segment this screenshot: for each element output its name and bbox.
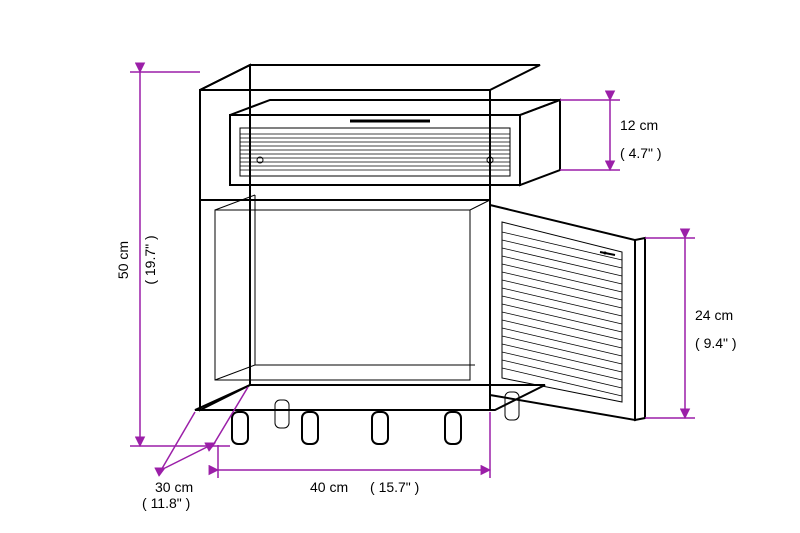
svg-text:( 19.7" ): ( 19.7" ) xyxy=(142,235,158,284)
svg-text:( 9.4" ): ( 9.4" ) xyxy=(695,335,737,351)
height-in-label: 19.7" xyxy=(142,244,158,276)
svg-text:( 15.7" ): ( 15.7" ) xyxy=(370,479,419,495)
width-in-label: 15.7" xyxy=(379,479,411,495)
depth-cm-label: 30 cm xyxy=(155,479,193,495)
door-cm-label: 24 cm xyxy=(695,307,733,323)
dimension-diagram: 50 cm ( 19.7" ) 30 cm ( 11.8" ) 40 cm ( … xyxy=(0,0,800,533)
door xyxy=(490,205,635,420)
svg-text:( 11.8" ): ( 11.8" ) xyxy=(142,495,190,511)
door-in-label: 9.4" xyxy=(704,335,728,351)
width-cm-label: 40 cm xyxy=(310,479,348,495)
drawer-cm-label: 12 cm xyxy=(620,117,658,133)
height-cm-label: 50 cm xyxy=(115,241,131,279)
drawer-in-label: 4.7" xyxy=(629,145,653,161)
depth-in-label: 11.8" xyxy=(151,495,182,511)
legs xyxy=(232,392,519,444)
svg-text:( 4.7" ): ( 4.7" ) xyxy=(620,145,662,161)
drawer xyxy=(230,100,560,185)
